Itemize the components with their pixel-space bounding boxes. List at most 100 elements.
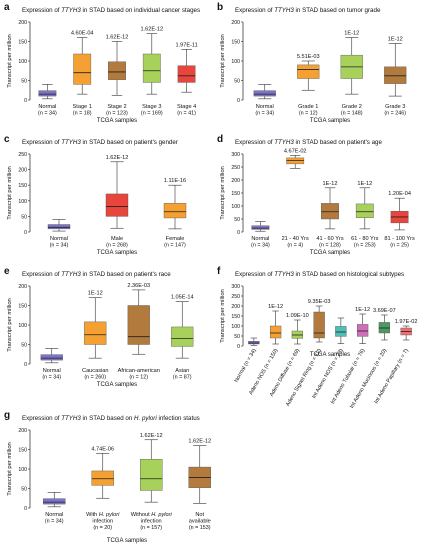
group-count: (n = 25) (390, 243, 409, 249)
box-group: 1.62E-12 Stage 3(n = 169) (140, 27, 163, 117)
group-count: (n = 18) (73, 111, 92, 117)
y-tick-label: 200 (18, 168, 27, 174)
y-tick-label: 100 (231, 59, 240, 65)
y-tick-label: 0 (24, 230, 27, 236)
y-tick-label: 200 (18, 20, 27, 26)
y-tick-label: 150 (231, 40, 240, 46)
group-count: (n = 20) (93, 525, 112, 531)
title-part: TTYH3 (61, 415, 81, 422)
group-name: Int Adeno NOS (311, 364, 335, 399)
panel-letter: g (4, 410, 10, 421)
group-name: Adeno Diffuse (269, 364, 292, 398)
title-part: in STAD based on histological subtypes (294, 271, 404, 278)
p-value-label: 4.74E-06 (91, 446, 114, 452)
x-tick-label: With H. pylori (86, 512, 120, 518)
title-part: TTYH3 (274, 271, 294, 278)
x-axis-label: TCGA samples (310, 118, 350, 124)
box (105, 193, 129, 217)
panel-a: a Expression of TTYH3 in STAD based on in… (4, 2, 200, 124)
box-group: 1E-12 61 - 80 Yrs(n = 253) (351, 181, 378, 249)
title-part: Expression of (235, 139, 274, 146)
y-tick-label: 150 (18, 183, 27, 189)
y-axis-label: Transcript per million (7, 166, 13, 220)
y-tick-label: 100 (18, 323, 27, 329)
title-part: in STAD based on patient's race (81, 271, 171, 278)
label-part: H. pylori (151, 512, 172, 518)
x-tick-label: Stage 4 (177, 104, 196, 110)
group-count: (n = 169) (141, 111, 163, 117)
group-count: (n = 153) (189, 525, 211, 531)
x-tick-label: Grade 3 (385, 104, 405, 110)
y-tick-label: 50 (21, 487, 27, 493)
title-part: TTYH3 (274, 139, 294, 146)
group-count: (n = 4) (287, 243, 303, 249)
panel-letter: b (217, 2, 223, 13)
x-tick-label: Stage 1 (73, 104, 92, 110)
box-group: Normal(n = 34) (40, 348, 63, 381)
box-group: Normal(n = 34) (253, 84, 276, 117)
y-tick-label: 200 (231, 20, 240, 26)
y-tick-label: 250 (231, 165, 240, 171)
p-value-label: 1E-12 (88, 291, 103, 297)
box-group: 1E-12 41 - 60 Yrs(n = 128) (316, 181, 343, 249)
y-tick-label: 0 (24, 98, 27, 104)
group-name: Normal (234, 364, 249, 383)
box (321, 203, 339, 220)
box (171, 326, 194, 347)
group-count: (n = 12) (299, 111, 318, 117)
box (269, 325, 282, 339)
x-tick-label: Male (111, 236, 123, 242)
y-tick-label: 50 (234, 217, 240, 223)
group-count: (n = 253) (354, 243, 376, 249)
label-part: With (86, 512, 99, 518)
x-tick-label: Grade 2 (342, 104, 362, 110)
box-group: 1E-12 Caucasian(n = 260) (82, 291, 108, 381)
box-group: 1.97E-11 Stage 4(n = 41) (175, 42, 197, 116)
x-tick-label: infection (141, 519, 162, 525)
p-value-label: 1E-12 (344, 31, 359, 37)
panel-d: d Expression of TTYH3 in STAD based on pa… (217, 134, 415, 256)
y-tick-label: 50 (234, 79, 240, 85)
title-part: TTYH3 (61, 7, 81, 14)
y-tick-label: 0 (237, 98, 240, 104)
p-value-label: 1.62E-12 (140, 27, 163, 33)
panel-title: Expression of TTYH3 in STAD based on pat… (22, 271, 171, 278)
y-axis-label: Transcript per million (7, 442, 13, 496)
title-part: in STAD based on (81, 415, 134, 422)
x-axis-label: TCGA samples (107, 538, 147, 544)
y-tick-label: 50 (21, 214, 27, 220)
x-axis-label: TCGA samples (97, 250, 137, 256)
box-group: Normal(n = 34) (43, 492, 66, 525)
p-value-label: 1.62E-12 (140, 433, 163, 439)
p-value-label: 1.05E-14 (171, 295, 194, 301)
p-value-label: 1E-12 (357, 181, 372, 187)
y-tick-label: 150 (231, 314, 240, 320)
group-count: (n = 150) (263, 348, 279, 370)
y-tick-label: 100 (18, 59, 27, 65)
box-group: 1.11E-16 Female(n = 147) (163, 178, 187, 249)
y-tick-label: 300 (231, 284, 240, 290)
group-count: (n = 34) (243, 348, 258, 367)
box (84, 321, 107, 345)
y-tick-label: 50 (21, 79, 27, 85)
title-part: infection status (157, 415, 200, 422)
box (313, 311, 325, 339)
x-tick-label: Not (195, 512, 204, 518)
title-part: Expression of (235, 271, 274, 278)
group-count: (n = 69) (287, 348, 302, 367)
p-value-label: 1.20E-04 (388, 191, 411, 197)
y-axis-label: Transcript per million (7, 34, 13, 88)
y-tick-label: 50 (21, 343, 27, 349)
group-count: (n = 34) (251, 243, 270, 249)
x-tick-label: African-american (118, 368, 160, 374)
group-count: (n = 148) (341, 111, 363, 117)
title-part: Expression of (22, 139, 61, 146)
y-tick-label: 300 (231, 152, 240, 158)
x-tick-label: 61 - 80 Yrs (351, 236, 378, 242)
x-tick-label: infection (92, 519, 113, 525)
panel-letter: d (217, 134, 223, 145)
title-part: in STAD based on patient's age (294, 139, 383, 146)
group-count: (n = 260) (84, 375, 106, 381)
panel-letter: f (217, 266, 221, 277)
